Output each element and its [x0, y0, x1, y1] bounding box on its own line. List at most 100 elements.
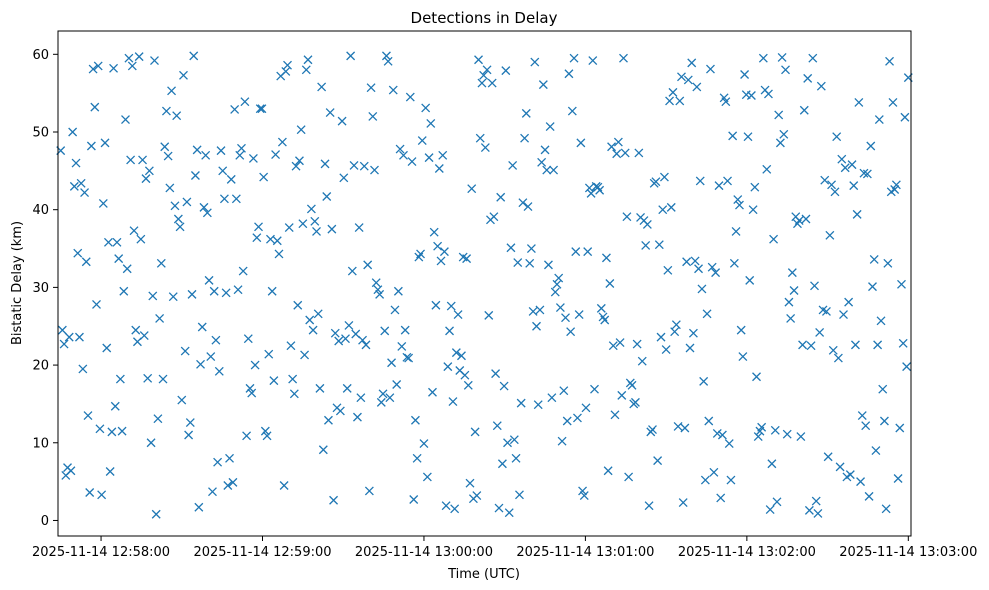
data-point-marker [600, 315, 610, 325]
data-point-marker [830, 187, 840, 197]
data-point-marker [484, 310, 494, 320]
data-point-marker [388, 85, 398, 95]
data-point-marker [243, 334, 253, 344]
data-point-marker [530, 57, 540, 67]
data-point-marker [709, 467, 719, 477]
data-point-marker [141, 174, 151, 184]
data-point-marker [748, 205, 758, 215]
data-point-marker [550, 287, 560, 297]
data-point-marker [312, 226, 321, 236]
data-point-marker [115, 374, 125, 384]
data-point-marker [329, 495, 339, 505]
data-point-marker [779, 129, 789, 139]
data-point-marker [421, 103, 431, 113]
data-point-marker [615, 338, 625, 348]
data-point-marker [194, 502, 204, 512]
data-point-marker [206, 352, 216, 361]
data-point-marker [283, 60, 292, 70]
data-point-marker [199, 202, 209, 212]
data-point-marker [533, 400, 543, 410]
data-point-marker [762, 164, 772, 174]
data-point-marker [520, 133, 530, 143]
data-point-marker [891, 180, 901, 190]
data-point-marker [167, 86, 177, 96]
data-point-marker [177, 395, 187, 405]
data-point-marker [463, 380, 473, 390]
data-point-marker [735, 200, 744, 210]
data-point-marker [390, 305, 400, 315]
data-point-marker [400, 325, 410, 335]
data-point-marker [438, 150, 448, 160]
data-point-marker [184, 430, 194, 440]
data-point-marker [487, 78, 497, 88]
data-point-marker [303, 55, 313, 65]
data-point-marker [697, 284, 707, 294]
data-point-marker [460, 370, 470, 380]
data-point-marker [337, 116, 347, 126]
data-point-marker [740, 70, 750, 79]
data-point-marker [861, 421, 871, 431]
data-point-marker [103, 237, 113, 247]
data-point-marker [607, 142, 617, 152]
data-point-marker [516, 398, 526, 408]
data-point-marker [588, 56, 598, 65]
data-point-marker [245, 383, 255, 393]
data-point-marker [219, 194, 229, 204]
data-point-marker [439, 247, 449, 257]
data-point-marker [156, 258, 166, 268]
data-point-marker [109, 63, 119, 73]
data-point-marker [717, 430, 727, 440]
data-point-marker [424, 153, 434, 163]
data-point-marker [90, 102, 100, 112]
data-point-marker [86, 141, 96, 151]
data-point-marker [494, 503, 504, 513]
data-point-marker [815, 327, 825, 337]
data-point-marker [238, 266, 248, 276]
y-tick-label: 60 [32, 48, 49, 63]
data-point-marker [613, 137, 623, 147]
data-point-marker [832, 132, 842, 142]
data-point-marker [387, 358, 397, 368]
data-point-marker [723, 176, 732, 186]
data-point-marker [770, 425, 780, 435]
data-point-marker [305, 315, 315, 325]
data-point-marker [893, 474, 903, 483]
data-point-marker [888, 98, 898, 107]
data-point-marker [97, 490, 107, 500]
data-point-marker [821, 307, 831, 316]
data-point-marker [474, 55, 483, 65]
data-point-marker [712, 428, 722, 438]
data-point-marker [765, 505, 775, 515]
data-point-marker [547, 393, 557, 403]
data-point-marker [252, 233, 262, 243]
data-point-marker [208, 487, 217, 497]
data-point-marker [202, 208, 212, 218]
data-point-marker [786, 314, 796, 323]
data-point-marker [810, 281, 819, 291]
data-point-marker [180, 346, 190, 356]
data-point-marker [825, 230, 835, 240]
data-point-marker [134, 52, 144, 62]
data-point-marker [857, 411, 867, 421]
data-point-marker [694, 264, 703, 274]
data-point-marker [231, 194, 241, 204]
data-point-marker [153, 414, 163, 424]
data-point-marker [457, 351, 466, 361]
data-point-marker [692, 82, 702, 92]
data-point-marker [767, 459, 777, 469]
data-point-marker [648, 425, 657, 435]
data-point-marker [666, 202, 676, 212]
data-point-marker [192, 145, 202, 155]
data-point-marker [151, 509, 161, 519]
data-point-marker [601, 253, 611, 263]
data-point-marker [356, 393, 366, 403]
y-tick-label: 50 [32, 126, 49, 141]
data-point-marker [364, 486, 374, 496]
y-tick-label: 30 [32, 281, 49, 296]
y-tick-label: 40 [32, 203, 49, 218]
data-point-marker [571, 247, 581, 257]
data-point-marker [549, 165, 559, 175]
data-point-marker [499, 381, 509, 391]
data-point-marker [59, 339, 69, 349]
data-point-marker [651, 177, 661, 187]
